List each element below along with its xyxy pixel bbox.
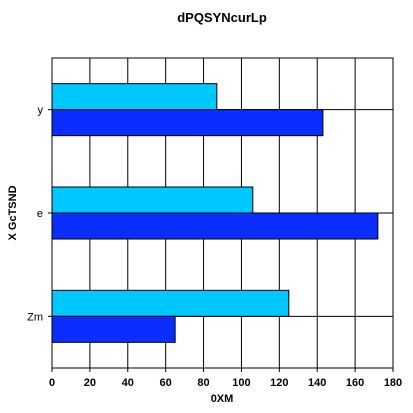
x-tick-label-1: 20 bbox=[84, 377, 96, 389]
x-axis-label: 0XM bbox=[211, 393, 234, 405]
x-tick-label-0: 0 bbox=[49, 377, 55, 389]
x-tick-label-5: 100 bbox=[232, 377, 250, 389]
x-tick-label-7: 140 bbox=[308, 377, 326, 389]
x-tick-label-3: 60 bbox=[160, 377, 172, 389]
bars-layer bbox=[52, 84, 378, 343]
y-tick-label-0: y bbox=[38, 105, 44, 117]
y-tick-label-2: Zm bbox=[27, 311, 43, 323]
chart-title: dPQSYNcurLp bbox=[177, 10, 267, 25]
x-tick-label-9: 180 bbox=[384, 377, 402, 389]
bar-y-series-1 bbox=[52, 84, 217, 110]
bar-e-series-1 bbox=[52, 187, 253, 213]
x-tick-label-6: 120 bbox=[270, 377, 288, 389]
x-tick-label-8: 160 bbox=[346, 377, 364, 389]
x-tick-label-4: 80 bbox=[197, 377, 209, 389]
bar-Zm-series-1 bbox=[52, 290, 289, 316]
y-axis-label: X GcTSND bbox=[7, 185, 19, 240]
y-categories: y e Zm bbox=[27, 105, 52, 324]
bar-y-series-2 bbox=[52, 110, 323, 136]
x-ticks: 0 20 40 60 80 100 120 140 160 180 bbox=[49, 368, 402, 389]
x-tick-label-2: 40 bbox=[122, 377, 134, 389]
bar-e-series-2 bbox=[52, 213, 378, 239]
bar-Zm-series-2 bbox=[52, 316, 175, 342]
y-tick-label-1: e bbox=[37, 208, 43, 220]
